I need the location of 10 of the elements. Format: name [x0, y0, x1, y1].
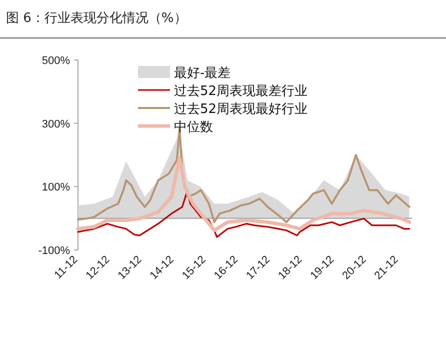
y-tick-label: 100% — [42, 182, 70, 194]
line-series — [76, 156, 412, 232]
legend-label: 中位数 — [174, 120, 213, 135]
y-tick-label: 500% — [42, 55, 70, 67]
y-tick-label: -100% — [38, 245, 70, 257]
legend-label: 最好-最差 — [174, 66, 231, 81]
chart-title: 图 6：行业表现分化情况（%） — [6, 11, 187, 26]
y-tick-label: 300% — [42, 118, 70, 130]
legend-label: 过去52周表现最好行业 — [174, 102, 308, 117]
legend-label: 过去52周表现最差行业 — [174, 84, 308, 99]
